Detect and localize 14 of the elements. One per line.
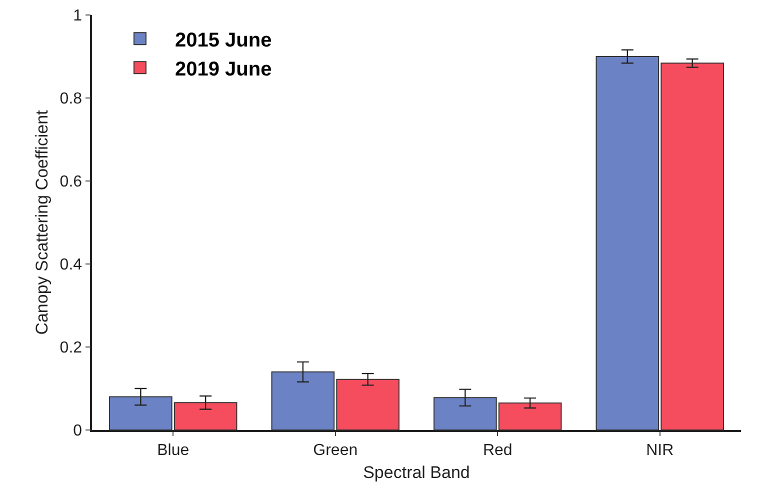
x-tick-label: NIR — [646, 442, 674, 459]
y-tick-label: 0.8 — [60, 90, 82, 108]
x-axis-title: Spectral Band — [363, 462, 470, 482]
y-tick-label: 1 — [73, 8, 82, 25]
y-tick-label: 0 — [73, 422, 82, 440]
legend-label: 2015 June — [174, 29, 272, 52]
x-tick-label: Blue — [157, 442, 190, 459]
x-tick-label: Red — [482, 442, 512, 459]
y-axis-title: Canopy Scattering Coefficient — [32, 110, 52, 335]
y-tick-label: 0.6 — [60, 174, 82, 191]
x-tick-label: Green — [313, 442, 358, 459]
legend-label: 2019 June — [174, 58, 272, 80]
y-tick-label: 0.4 — [60, 256, 82, 274]
y-tick-label: 0.2 — [60, 340, 82, 357]
